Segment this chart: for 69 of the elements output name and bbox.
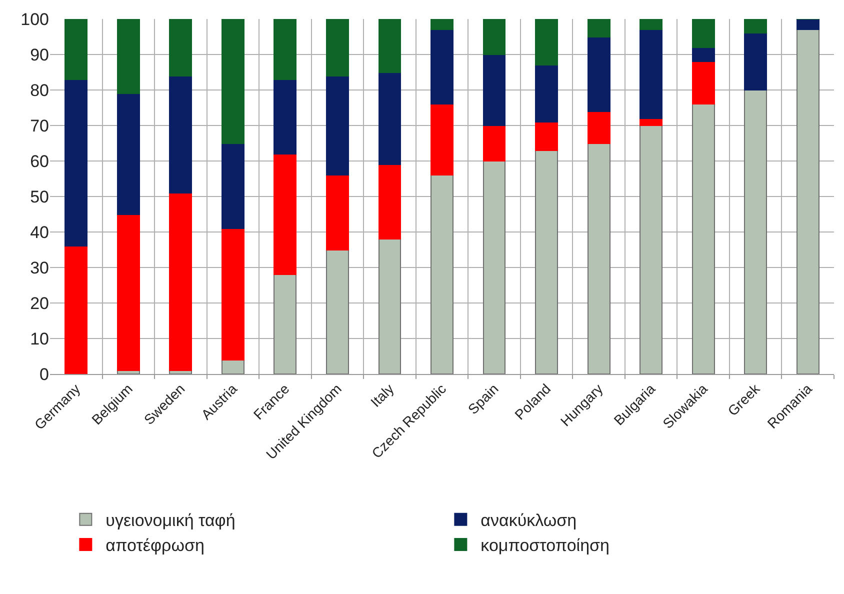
bar [64,78,88,247]
bar [430,19,454,30]
bar [535,19,558,66]
bar [535,64,558,122]
bar [64,19,88,80]
bar [587,110,610,144]
bar [587,19,610,38]
y-tick-label: 100 [20,10,49,29]
y-tick-label: 0 [40,364,49,384]
bar [378,72,402,166]
bar [274,78,297,154]
bar [326,19,349,76]
bar [430,104,454,176]
bar [326,75,349,176]
bar [796,19,820,30]
bar [274,274,297,374]
bar [535,121,558,151]
legend-label: υγειονομική ταφή [106,510,236,530]
y-tick-label: 60 [30,152,49,171]
x-tick-label: Italy [367,380,397,410]
bar [169,75,192,194]
legend-label: κομποστοποίηση [480,536,610,556]
bar [116,214,140,371]
y-tick-label: 30 [30,258,49,278]
legend-label: αποτέφρωση [106,536,204,556]
bar [692,61,715,105]
bar [326,249,349,374]
bar [430,174,454,374]
bar [692,104,715,374]
bar [221,228,244,360]
bar [482,19,506,55]
y-tick-label: 10 [30,329,49,348]
bar [169,192,192,371]
y-tick-label: 40 [30,222,49,242]
bar [221,359,244,374]
bar [482,54,506,126]
bar [744,90,768,374]
legend-label: ανακύκλωση [480,510,577,530]
bar [378,19,402,73]
bar [64,246,88,374]
bar [482,125,506,162]
bar [482,160,506,374]
bar [326,174,349,250]
bar [221,19,244,144]
bar [692,19,715,48]
bar [535,150,558,374]
bar [640,125,663,374]
bar [587,36,610,112]
bar [744,32,768,90]
bar [587,142,610,374]
y-tick-label: 20 [30,294,49,313]
bar [640,29,663,119]
y-tick-label: 90 [30,45,49,64]
y-tick-label: 70 [30,116,49,136]
bar [274,19,297,80]
bar [169,19,192,76]
bar [640,19,663,30]
y-tick-label: 80 [30,80,49,100]
bar [378,164,402,240]
bar [796,29,820,374]
bar [221,142,244,229]
bar [378,238,402,374]
bar [744,19,768,34]
bar [692,46,715,62]
bar [430,29,454,105]
bar [116,93,140,215]
bar [116,19,140,94]
bar [274,153,297,276]
y-tick-label: 50 [30,187,49,206]
